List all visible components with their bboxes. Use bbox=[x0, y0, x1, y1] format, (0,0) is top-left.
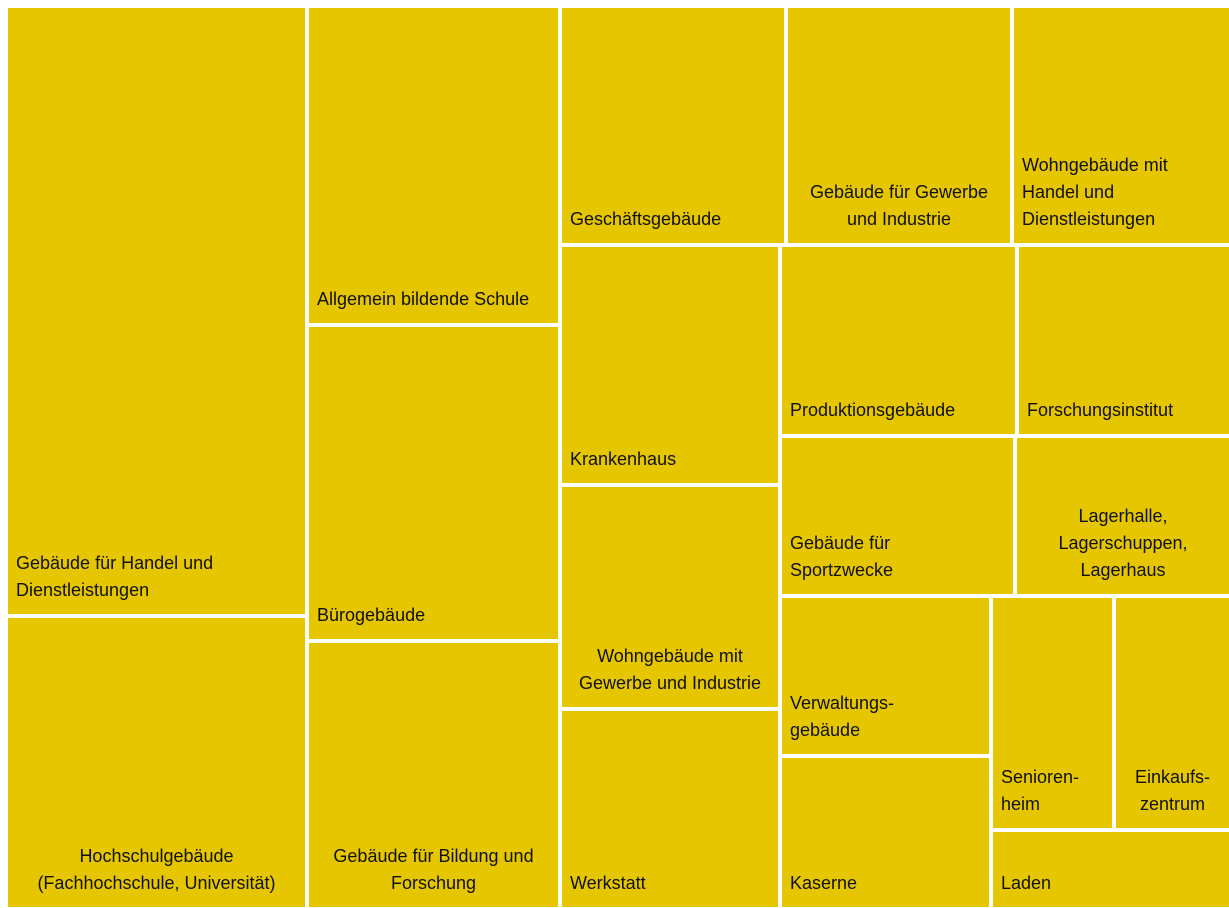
tile-label: Dienstleistungen bbox=[16, 580, 150, 600]
tile-label: Gebäude für Handel und bbox=[16, 553, 214, 573]
tile-label: Allgemein bildende Schule bbox=[317, 289, 530, 309]
treemap-tile: Produktionsgebäude bbox=[782, 247, 1015, 434]
tile-label: Handel und bbox=[1022, 182, 1115, 202]
treemap-tile: Gebäude für Gewerbe und Industrie bbox=[788, 8, 1010, 243]
tile-label: Gebäude für Bildung und bbox=[333, 846, 534, 866]
tile-label: Produktionsgebäude bbox=[790, 400, 956, 420]
treemap-tile: Geschäftsgebäude bbox=[562, 8, 784, 243]
tile-label: (Fachhochschule, Universität) bbox=[37, 873, 276, 893]
tile-label: Verwaltungs- bbox=[790, 693, 895, 713]
tile-label: Gebäude für Gewerbe bbox=[809, 182, 989, 202]
tile-label: Kaserne bbox=[790, 873, 858, 893]
treemap-tile: Laden bbox=[993, 832, 1229, 907]
tile-label: zentrum bbox=[1139, 794, 1206, 814]
tile-label: Wohngebäude mit bbox=[1022, 155, 1168, 175]
treemap-tile: Krankenhaus bbox=[562, 247, 778, 483]
tile-label: Sportzwecke bbox=[790, 560, 894, 580]
treemap-tile: Forschungsinstitut bbox=[1019, 247, 1229, 434]
tile-label: Werkstatt bbox=[570, 873, 646, 893]
treemap-tile: Werkstatt bbox=[562, 711, 778, 907]
tile-label: heim bbox=[1001, 794, 1041, 814]
tile-label: Lagerschuppen, bbox=[1058, 533, 1188, 553]
treemap-tile: Gebäude für Sportzwecke bbox=[782, 438, 1013, 594]
tile-label: Hochschulgebäude bbox=[79, 846, 234, 866]
treemap-tile: Lagerhalle, Lagerschuppen, Lagerhaus bbox=[1017, 438, 1229, 594]
tile-label: Forschungsinstitut bbox=[1027, 400, 1174, 420]
treemap-tile: Bürogebäude bbox=[309, 327, 558, 639]
tile-label: Krankenhaus bbox=[570, 449, 677, 469]
tile-label: Senioren- bbox=[1001, 767, 1080, 787]
treemap-tile: Senioren-heim bbox=[993, 598, 1112, 828]
tile-label: Lagerhalle, bbox=[1078, 506, 1168, 526]
treemap-tile: Wohngebäude mit Gewerbe und Industrie bbox=[562, 487, 778, 707]
tile-label: Bürogebäude bbox=[317, 605, 426, 625]
tile-label: Dienstleistungen bbox=[1022, 209, 1156, 229]
treemap-tile: Einkaufs-zentrum bbox=[1116, 598, 1229, 828]
treemap-tile: Gebäude für Bildung und Forschung bbox=[309, 643, 558, 907]
tile-label: Geschäftsgebäude bbox=[570, 209, 722, 229]
tile-label: Wohngebäude mit bbox=[597, 646, 743, 666]
tile-label: Gewerbe und Industrie bbox=[578, 673, 762, 693]
tile-label: Laden bbox=[1001, 873, 1052, 893]
treemap-tile: Gebäude für Handel und Dienstleistungen bbox=[8, 8, 305, 614]
treemap-tile: Wohngebäude mit Handel und Dienstleistunge… bbox=[1014, 8, 1229, 243]
treemap-tile: Verwaltungs-gebäude bbox=[782, 598, 989, 754]
tile-label: Lagerhaus bbox=[1080, 560, 1166, 580]
tile-label: Gebäude für bbox=[790, 533, 891, 553]
treemap-tile: Kaserne bbox=[782, 758, 989, 907]
tile-label: Forschung bbox=[390, 873, 477, 893]
tile-label: gebäude bbox=[790, 720, 861, 740]
tile-label: Einkaufs- bbox=[1134, 767, 1211, 787]
tile-label: und Industrie bbox=[846, 209, 952, 229]
treemap-tile: Hochschulgebäude (Fachhochschule, Univers… bbox=[8, 618, 305, 907]
treemap-tile: Allgemein bildende Schule bbox=[309, 8, 558, 323]
